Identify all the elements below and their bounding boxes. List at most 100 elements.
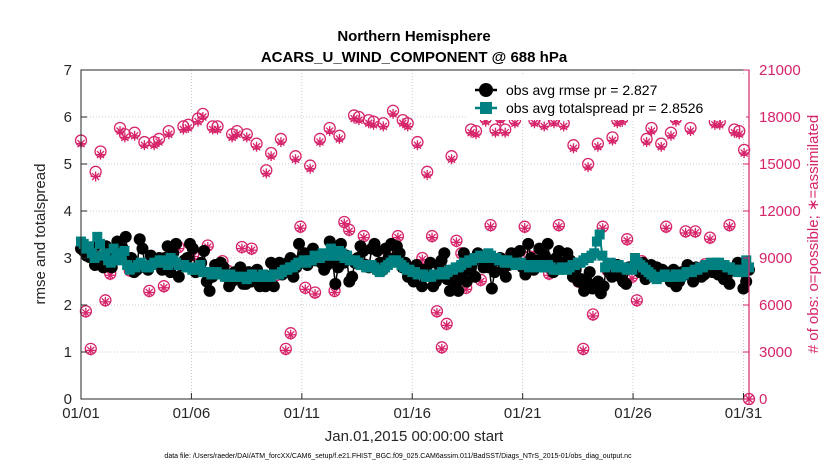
obs-assimilated-point [451, 237, 462, 248]
obs-assimilated-point [724, 221, 735, 232]
obs-assimilated-point [266, 151, 277, 162]
obs-assimilated-point [704, 234, 715, 245]
rmse-point [267, 280, 280, 293]
rmse-point [469, 270, 482, 283]
obs-assimilated-point [441, 320, 452, 331]
obs-assimilated-point [314, 137, 325, 148]
y-axis-label-right: # of obs: o=possible; ∗=assimilated [805, 115, 822, 354]
rmse-point [597, 280, 610, 293]
obs-assimilated-point [358, 232, 369, 243]
spread-point [589, 248, 600, 259]
rmse-point [119, 230, 132, 243]
obs-assimilated-point [436, 343, 447, 354]
obs-assimilated-point [119, 132, 130, 143]
legend-rmse-label: obs avg rmse pr = 2.827 [506, 82, 658, 98]
spread-point [119, 245, 130, 256]
y-tick-label: 7 [64, 62, 72, 79]
y-tick-label: 6 [64, 109, 72, 126]
rmse-point [346, 270, 359, 283]
obs-assimilated-point [714, 119, 725, 130]
obs-assimilated-point [280, 345, 291, 356]
rmse-point [485, 282, 498, 295]
obs-assimilated-point [734, 129, 745, 140]
obs-assimilated-point [285, 329, 296, 340]
spread-point [591, 236, 602, 247]
spread-point [594, 229, 605, 240]
x-tick-label: 01/31 [725, 405, 763, 422]
obs-assimilated-point [631, 296, 642, 307]
x-tick-label: 01/16 [393, 405, 431, 422]
rmse-point [522, 237, 535, 250]
y-tick-label-right: 9000 [759, 250, 792, 267]
obs-assimilated-point [95, 149, 106, 160]
rmse-point [415, 280, 428, 293]
obs-assimilated-point [275, 137, 286, 148]
obs-assimilated-point [212, 124, 223, 135]
spread-point [325, 243, 336, 254]
obs-assimilated-point [90, 171, 101, 182]
y-tick-label-right: 0 [759, 391, 767, 408]
rmse-point [438, 247, 451, 260]
x-tick-label: 01/01 [62, 405, 100, 422]
spread-point [738, 267, 749, 278]
legend-spread-marker [480, 102, 492, 114]
obs-assimilated-point [500, 127, 511, 138]
obs-assimilated-point [300, 284, 311, 295]
obs-assimilated-point [583, 162, 594, 173]
obs-assimilated-point [115, 126, 126, 137]
series-layer [74, 103, 756, 406]
rmse-point [293, 237, 306, 250]
rmse-point [538, 249, 551, 262]
axes: 0 1 2 3 4 5 6 7 0 3000 6000 9000 12000 15000 18000 2100… [62, 62, 800, 422]
y-tick-label-right: 12000 [759, 203, 801, 220]
obs-assimilated-point [690, 227, 701, 238]
rmse-point [172, 270, 185, 283]
obs-assimilated-point [466, 127, 477, 138]
x-axis-label: Jan.01,2015 00:00:00 start [325, 428, 504, 445]
obs-assimilated-point [622, 235, 633, 246]
obs-assimilated-point [578, 345, 589, 356]
obs-assimilated-point [158, 282, 169, 293]
obs-assimilated-point [553, 221, 564, 232]
obs-assimilated-point [422, 169, 433, 180]
obs-assimilated-point [446, 154, 457, 165]
spread-point [95, 238, 106, 249]
spread-point [105, 257, 116, 268]
chart-subtitle: ACARS_U_WIND_COMPONENT @ 688 hPa [261, 49, 568, 66]
obs-assimilated-point [251, 141, 262, 152]
obs-assimilated-point [246, 245, 257, 256]
spread-point [100, 248, 111, 259]
obs-assimilated-point [388, 108, 399, 119]
footnote: data file: /Users/raeder/DAI/ATM_forcXX/… [164, 453, 632, 460]
obs-assimilated-point [539, 121, 550, 132]
obs-assimilated-point [656, 141, 667, 152]
obs-assimilated-point [519, 223, 530, 234]
rmse-point [606, 270, 619, 283]
rmse-point [186, 242, 199, 255]
rmse-point [136, 242, 149, 255]
obs-assimilated-point [144, 287, 155, 298]
y-tick-label-right: 21000 [759, 62, 801, 79]
spread-point [323, 250, 334, 261]
obs-assimilated-point [587, 310, 598, 321]
legend: obs avg rmse pr = 2.827 obs avg totalspr… [468, 76, 746, 120]
rmse-point [203, 284, 216, 297]
obs-assimilated-point [236, 243, 247, 254]
y-tick-label: 2 [64, 297, 72, 314]
y-tick-label: 5 [64, 156, 72, 173]
obs-assimilated-point [558, 121, 569, 132]
spread-point [89, 253, 100, 263]
obs-assimilated-point [368, 119, 379, 130]
rmse-point [452, 284, 465, 297]
obs-assimilated-point [431, 307, 442, 318]
obs-assimilated-point [490, 127, 501, 138]
spread-point [111, 248, 122, 259]
rmse-point [197, 244, 210, 257]
obs-assimilated-point [334, 133, 345, 144]
obs-assimilated-point [339, 218, 350, 229]
obs-assimilated-point [344, 226, 355, 237]
obs-assimilated-point [310, 289, 321, 300]
spread-point [162, 260, 173, 271]
obs-assimilated-point [646, 126, 657, 137]
obs-assimilated-point [607, 135, 618, 146]
